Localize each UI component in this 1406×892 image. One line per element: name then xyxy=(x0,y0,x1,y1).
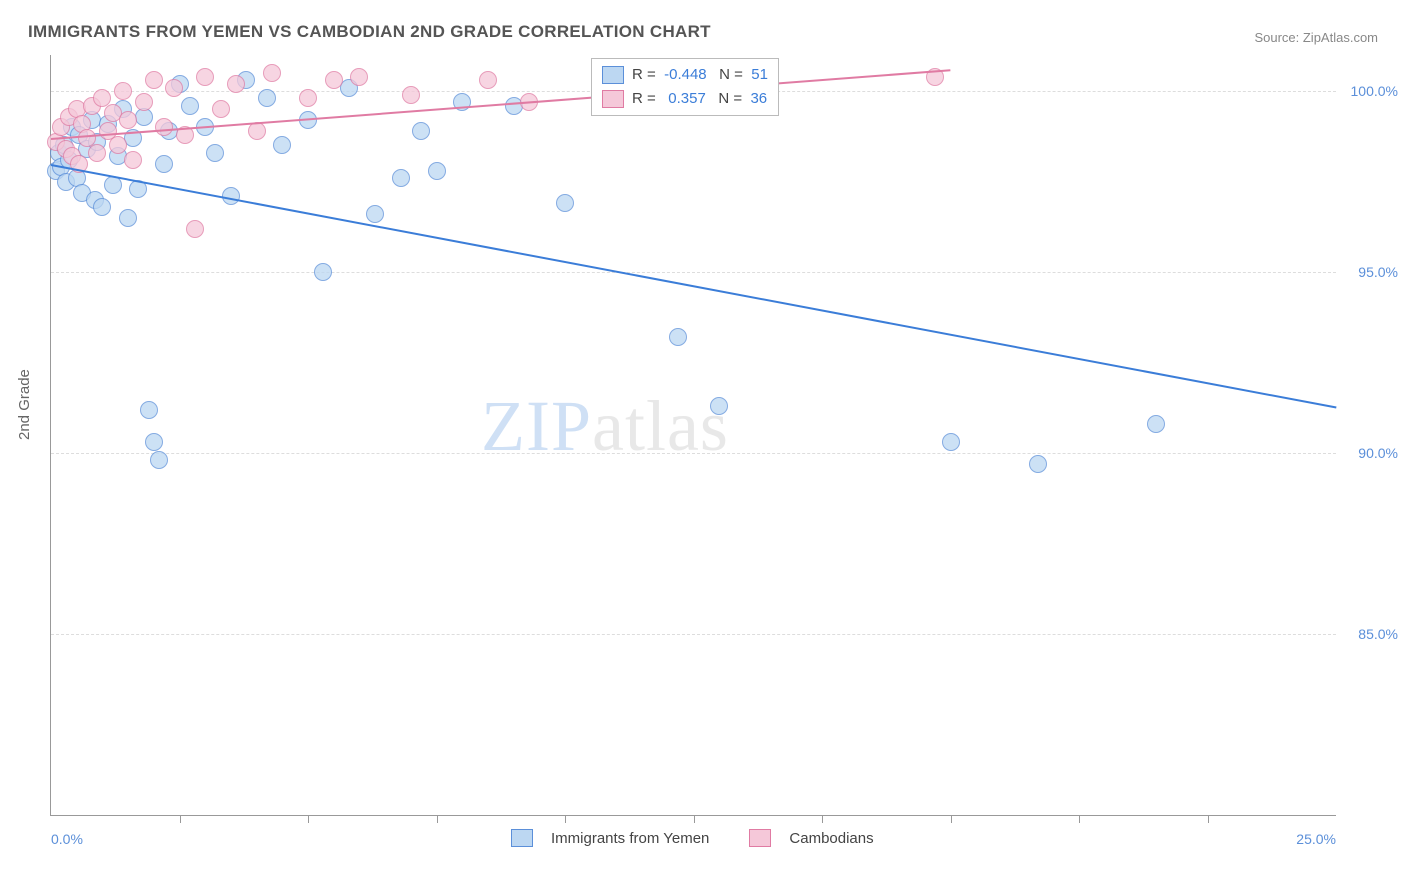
scatter-point xyxy=(263,64,281,82)
scatter-point xyxy=(273,136,291,154)
scatter-point xyxy=(109,136,127,154)
scatter-point xyxy=(325,71,343,89)
scatter-point xyxy=(155,155,173,173)
scatter-point xyxy=(556,194,574,212)
legend-text: R = -0.448 N = 51 xyxy=(632,63,768,87)
y-tick-label: 90.0% xyxy=(1358,445,1398,461)
source-attribution: Source: ZipAtlas.com xyxy=(1254,30,1378,45)
scatter-point xyxy=(155,118,173,136)
scatter-point xyxy=(350,68,368,86)
scatter-point xyxy=(669,328,687,346)
scatter-point xyxy=(710,397,728,415)
legend-swatch xyxy=(749,829,771,847)
scatter-point xyxy=(124,151,142,169)
correlation-legend: R = -0.448 N = 51R = 0.357 N = 36 xyxy=(591,58,779,116)
scatter-point xyxy=(196,68,214,86)
y-tick-label: 100.0% xyxy=(1351,83,1398,99)
scatter-point xyxy=(206,144,224,162)
x-tick xyxy=(1208,815,1209,823)
scatter-point xyxy=(150,451,168,469)
scatter-point xyxy=(145,433,163,451)
legend-row: R = -0.448 N = 51 xyxy=(602,63,768,87)
scatter-point xyxy=(181,97,199,115)
scatter-point xyxy=(165,79,183,97)
scatter-point xyxy=(140,401,158,419)
y-tick-label: 95.0% xyxy=(1358,264,1398,280)
legend-text: R = 0.357 N = 36 xyxy=(632,87,767,111)
legend-swatch xyxy=(602,90,624,108)
gridline xyxy=(51,634,1336,635)
scatter-point xyxy=(1147,415,1165,433)
x-tick-label: 0.0% xyxy=(51,831,83,847)
scatter-point xyxy=(299,89,317,107)
scatter-point xyxy=(212,100,230,118)
scatter-point xyxy=(119,209,137,227)
scatter-point xyxy=(392,169,410,187)
scatter-point xyxy=(119,111,137,129)
legend-row: R = 0.357 N = 36 xyxy=(602,87,768,111)
scatter-point xyxy=(258,89,276,107)
x-tick xyxy=(822,815,823,823)
gridline xyxy=(51,453,1336,454)
legend-swatch xyxy=(511,829,533,847)
scatter-point xyxy=(145,71,163,89)
scatter-point xyxy=(114,82,132,100)
scatter-point xyxy=(135,93,153,111)
x-tick xyxy=(565,815,566,823)
scatter-point xyxy=(942,433,960,451)
x-tick xyxy=(180,815,181,823)
x-tick xyxy=(1079,815,1080,823)
scatter-point xyxy=(1029,455,1047,473)
scatter-point xyxy=(227,75,245,93)
scatter-plot-area: ZIPatlas 85.0%90.0%95.0%100.0%0.0%25.0%R… xyxy=(50,55,1336,816)
watermark: ZIPatlas xyxy=(481,385,729,468)
y-tick-label: 85.0% xyxy=(1358,626,1398,642)
scatter-point xyxy=(479,71,497,89)
scatter-point xyxy=(366,205,384,223)
y-axis-title: 2nd Grade xyxy=(16,369,33,440)
legend-swatch xyxy=(602,66,624,84)
series-legend: Immigrants from Yemen Cambodians xyxy=(511,829,904,847)
chart-title: IMMIGRANTS FROM YEMEN VS CAMBODIAN 2ND G… xyxy=(28,22,711,42)
scatter-point xyxy=(186,220,204,238)
x-tick xyxy=(437,815,438,823)
x-tick xyxy=(694,815,695,823)
x-tick-label: 25.0% xyxy=(1296,831,1336,847)
gridline xyxy=(51,272,1336,273)
scatter-point xyxy=(88,144,106,162)
legend-series-label: Immigrants from Yemen xyxy=(551,830,709,847)
scatter-point xyxy=(314,263,332,281)
x-tick xyxy=(308,815,309,823)
trend-line xyxy=(51,164,1336,408)
scatter-point xyxy=(93,198,111,216)
scatter-point xyxy=(428,162,446,180)
legend-series-label: Cambodians xyxy=(789,830,873,847)
x-tick xyxy=(951,815,952,823)
scatter-point xyxy=(412,122,430,140)
scatter-point xyxy=(402,86,420,104)
